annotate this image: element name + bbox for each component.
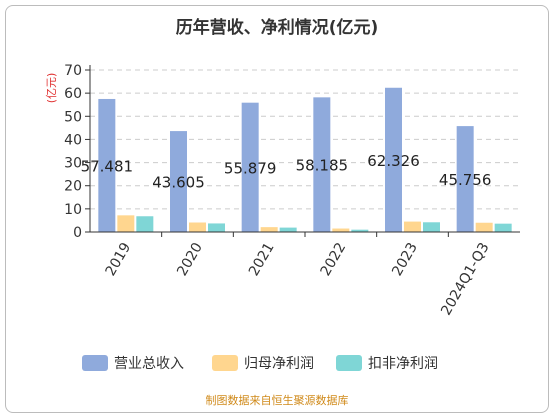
x-tick-label: 2019 (103, 240, 135, 279)
bar-3 (136, 216, 154, 232)
y-tick-label: 30 (64, 156, 82, 172)
legend[interactable]: 营业总收入 归母净利润 扣非净利润 (82, 355, 438, 372)
bar-3 (208, 223, 225, 232)
legend-swatch (82, 355, 108, 371)
x-tick-label: 2023 (389, 240, 421, 279)
bar-2 (332, 228, 350, 232)
bar-value-label: 57.481 (81, 157, 134, 175)
bar-1 (385, 87, 402, 232)
legend-swatch (336, 355, 362, 371)
bar-value-label: 55.879 (224, 159, 277, 177)
bar-2 (117, 215, 135, 232)
y-axis-label: (亿元) (45, 73, 58, 104)
bar-2 (404, 221, 421, 232)
bars-layer (98, 87, 512, 233)
bar-2 (260, 227, 278, 232)
x-tick-label: 2024Q1-Q3 (438, 240, 492, 318)
bar-3 (494, 223, 512, 232)
bar-3 (279, 227, 297, 232)
bar-3 (423, 222, 440, 232)
bar-value-label: 45.756 (439, 171, 492, 189)
bar-value-label: 58.185 (296, 157, 349, 175)
x-tick-label: 2020 (174, 240, 206, 279)
bar-1 (313, 97, 331, 232)
source-note: 制图数据来自恒生聚源数据库 (206, 393, 349, 407)
bar-2 (189, 222, 206, 232)
y-tick-label: 60 (64, 86, 82, 102)
legend-label: 归母净利润 (244, 355, 314, 372)
chart-title: 历年营收、净利情况(亿元) (176, 17, 379, 38)
legend-label: 扣非净利润 (368, 356, 438, 372)
x-tick-label: 2022 (318, 240, 350, 279)
legend-item-1[interactable]: 营业总收入 (82, 355, 184, 372)
bar-1 (456, 126, 474, 232)
y-tick-label: 10 (64, 202, 82, 218)
axis-layer: 0 10 20 30 40 50 60 70 2019 2020 2021 2022 2023 2024Q… (64, 63, 520, 318)
x-tick-label: 2021 (246, 240, 278, 279)
y-tick-label: 70 (64, 63, 82, 79)
legend-swatch (212, 355, 238, 371)
bar-1 (241, 102, 259, 233)
bar-3 (351, 229, 369, 232)
bar-2 (475, 222, 493, 232)
bar-value-label: 62.326 (367, 152, 420, 170)
y-tick-label: 0 (73, 225, 82, 241)
legend-label: 营业总收入 (114, 356, 184, 372)
bar-1 (98, 98, 116, 233)
y-tick-label: 50 (64, 109, 82, 125)
legend-item-3[interactable]: 扣非净利润 (336, 355, 438, 372)
y-tick-label: 40 (64, 132, 82, 148)
y-tick-label: 20 (64, 179, 82, 195)
bar-value-label: 43.605 (152, 174, 205, 192)
value-labels-layer: 57.481 43.605 55.879 58.185 62.326 45.756 (81, 152, 492, 192)
bar-1 (170, 131, 187, 232)
legend-item-2[interactable]: 归母净利润 (212, 355, 314, 372)
